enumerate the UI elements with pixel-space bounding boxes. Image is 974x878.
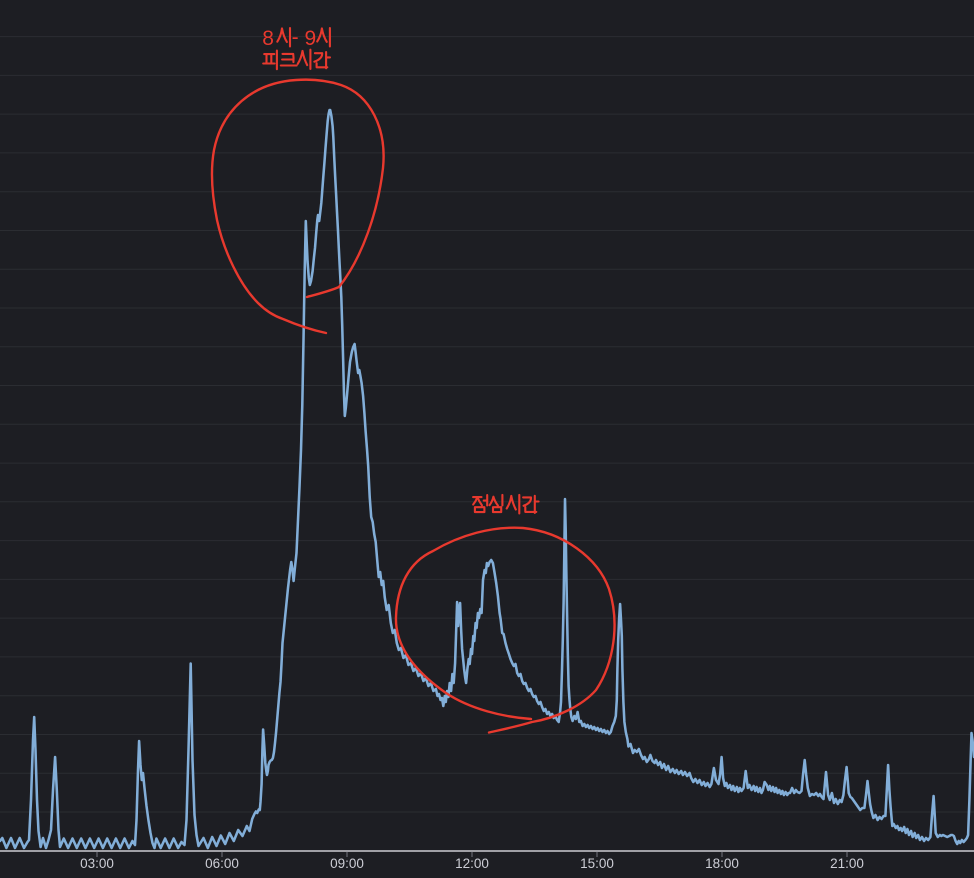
svg-text:8: 8 bbox=[262, 27, 274, 50]
svg-text:06:00: 06:00 bbox=[205, 856, 239, 871]
svg-text:18:00: 18:00 bbox=[705, 856, 739, 871]
svg-text:03:00: 03:00 bbox=[80, 856, 114, 871]
svg-text:12:00: 12:00 bbox=[455, 856, 489, 871]
svg-text:15:00: 15:00 bbox=[580, 856, 614, 871]
svg-text:-: - bbox=[292, 26, 299, 49]
svg-text:21:00: 21:00 bbox=[830, 856, 864, 871]
svg-text:9: 9 bbox=[305, 27, 317, 50]
svg-text:09:00: 09:00 bbox=[330, 856, 364, 871]
